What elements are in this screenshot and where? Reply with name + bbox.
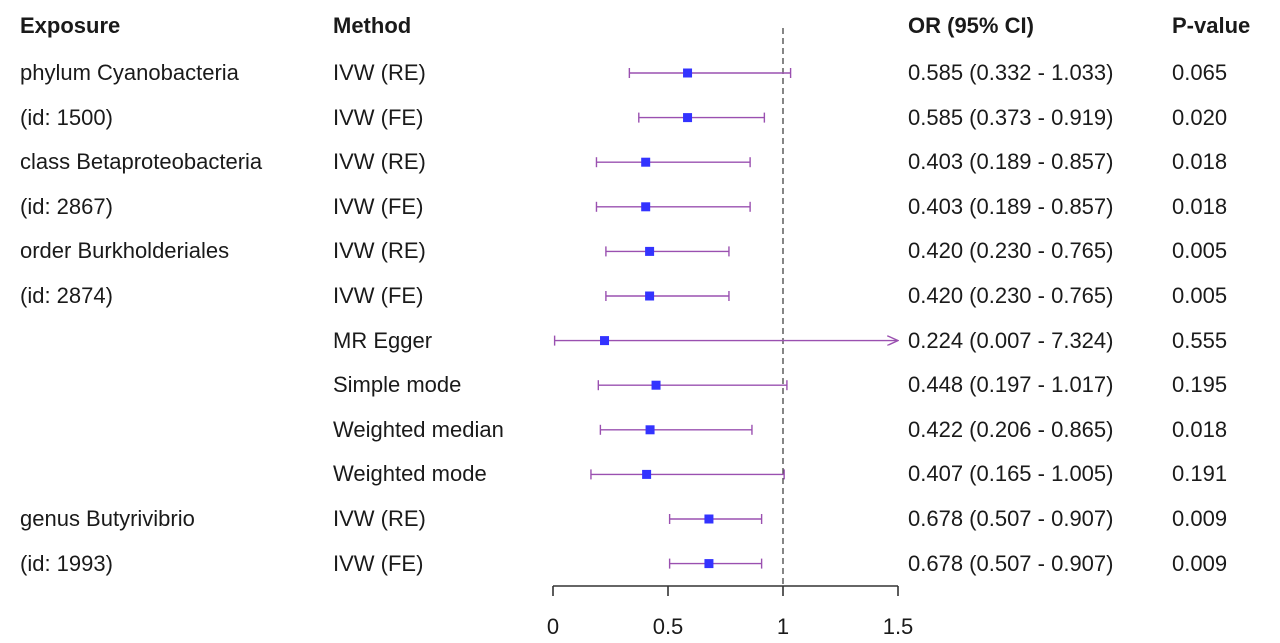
point-estimate xyxy=(651,380,661,390)
header-exposure: Exposure xyxy=(20,13,121,38)
point-estimate xyxy=(683,68,693,78)
method-label: IVW (RE) xyxy=(333,60,426,85)
method-label: IVW (FE) xyxy=(333,283,424,308)
or-ci-label: 0.678 (0.507 - 0.907) xyxy=(908,550,1114,576)
point-estimate xyxy=(645,246,655,256)
p-value-label: 0.005 xyxy=(1172,283,1228,308)
p-value-label: 0.009 xyxy=(1172,506,1228,531)
p-value-label: 0.020 xyxy=(1172,104,1228,130)
header-method: Method xyxy=(333,13,412,38)
or-ci-label: 0.407 (0.165 - 1.005) xyxy=(908,461,1114,487)
point-estimate xyxy=(645,291,655,301)
p-value-label: 0.191 xyxy=(1172,461,1228,487)
point-estimate xyxy=(600,336,610,346)
p-value-label: 0.005 xyxy=(1172,238,1228,264)
point-estimate xyxy=(641,157,651,167)
plot-layer: 0 0.5 1 1.5 xyxy=(547,28,913,639)
header-p-value: P-value xyxy=(1172,13,1251,38)
p-value-label: 0.555 xyxy=(1172,327,1228,353)
or-ci-label: 0.585 (0.373 - 0.919) xyxy=(908,104,1114,130)
point-estimate xyxy=(642,469,652,479)
method-label: IVW (RE) xyxy=(333,506,426,531)
x-tick-label: 0.5 xyxy=(653,614,684,639)
or-ci-label: 0.448 (0.197 - 1.017) xyxy=(908,372,1114,398)
or-ci-label: 0.403 (0.189 - 0.857) xyxy=(908,149,1114,175)
method-label: IVW (FE) xyxy=(333,104,424,130)
p-value-label: 0.018 xyxy=(1172,193,1228,219)
exposure-label: order Burkholderiales xyxy=(20,238,230,264)
exposure-label: genus Butyrivibrio xyxy=(20,506,195,531)
exposure-label: (id: 1993) xyxy=(20,550,113,576)
method-label: IVW (FE) xyxy=(333,193,424,219)
or-ci-label: 0.585 (0.332 - 1.033) xyxy=(908,60,1114,85)
p-value-label: 0.009 xyxy=(1172,550,1228,576)
p-value-label: 0.065 xyxy=(1172,60,1228,85)
exposure-label: (id: 2874) xyxy=(20,283,113,308)
x-tick-label: 1 xyxy=(777,614,789,639)
or-ci-label: 0.420 (0.230 - 0.765) xyxy=(908,283,1114,308)
or-ci-label: 0.678 (0.507 - 0.907) xyxy=(908,506,1114,531)
or-ci-label: 0.422 (0.206 - 0.865) xyxy=(908,416,1114,442)
exposure-label: class Betaproteobacteria xyxy=(20,149,263,175)
point-estimate xyxy=(704,514,714,524)
point-estimate xyxy=(683,113,693,123)
method-label: MR Egger xyxy=(333,327,433,353)
p-value-label: 0.018 xyxy=(1172,416,1228,442)
exposure-label: (id: 1500) xyxy=(20,104,113,130)
or-ci-label: 0.224 (0.007 - 7.324) xyxy=(908,327,1114,353)
or-ci-label: 0.420 (0.230 - 0.765) xyxy=(908,238,1114,264)
method-label: IVW (FE) xyxy=(333,550,424,576)
method-label: IVW (RE) xyxy=(333,149,426,175)
x-tick-label: 0 xyxy=(547,614,559,639)
method-label: Weighted median xyxy=(333,416,504,442)
method-label: Weighted mode xyxy=(333,461,487,487)
exposure-label: (id: 2867) xyxy=(20,193,113,219)
exposure-label: phylum Cyanobacteria xyxy=(20,60,239,85)
point-estimate xyxy=(641,202,651,212)
header-or-ci: OR (95% CI) xyxy=(908,13,1034,38)
point-estimate xyxy=(704,559,714,569)
p-value-label: 0.018 xyxy=(1172,149,1228,175)
or-ci-label: 0.403 (0.189 - 0.857) xyxy=(908,193,1114,219)
x-tick-label: 1.5 xyxy=(883,614,914,639)
p-value-label: 0.195 xyxy=(1172,372,1228,398)
point-estimate xyxy=(645,425,655,435)
method-label: Simple mode xyxy=(333,372,462,398)
method-label: IVW (RE) xyxy=(333,238,426,264)
